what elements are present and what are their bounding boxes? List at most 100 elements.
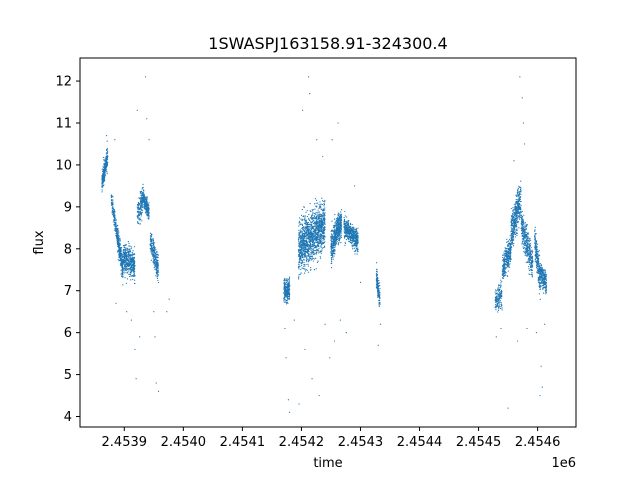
data-point [283, 298, 285, 301]
data-point [307, 246, 309, 248]
data-point [348, 234, 351, 236]
data-point [303, 235, 306, 238]
data-point [322, 213, 324, 215]
data-point [355, 233, 357, 235]
data-point [376, 274, 379, 276]
data-point [285, 295, 287, 298]
data-point [106, 171, 108, 173]
data-point [352, 232, 354, 234]
data-point [304, 240, 306, 243]
data-point [140, 200, 142, 202]
data-point [120, 269, 122, 271]
data-point [356, 249, 358, 251]
data-point [123, 263, 125, 265]
data-point [130, 266, 132, 269]
data-point [499, 293, 501, 295]
data-point [356, 234, 358, 237]
data-point [321, 225, 324, 227]
data-point [301, 231, 303, 233]
data-point [339, 213, 341, 215]
data-point [152, 241, 154, 243]
data-point [307, 241, 309, 244]
data-point [305, 256, 307, 258]
data-point [319, 233, 321, 235]
data-point [353, 231, 356, 233]
data-point [315, 214, 317, 216]
data-point [119, 243, 121, 245]
data-point [140, 201, 142, 203]
data-point [496, 292, 499, 294]
data-point [337, 242, 339, 245]
data-point [107, 152, 109, 154]
data-point [320, 215, 322, 217]
data-point [104, 169, 107, 171]
data-point [156, 253, 158, 256]
data-point [154, 258, 156, 260]
data-point [119, 244, 121, 246]
data-point [498, 300, 500, 302]
data-point [300, 214, 303, 217]
data-point [340, 214, 342, 216]
data-point [338, 241, 340, 244]
data-point [319, 201, 321, 203]
data-point [310, 222, 313, 224]
data-point [123, 261, 125, 263]
data-point [321, 220, 323, 222]
data-point [139, 192, 142, 194]
data-point [144, 196, 146, 198]
data-point [334, 253, 336, 255]
data-point [318, 223, 321, 226]
data-point [315, 249, 317, 252]
data-point [313, 247, 315, 249]
data-point [114, 222, 116, 224]
data-point [153, 245, 155, 248]
data-point [118, 259, 120, 262]
data-point [350, 237, 352, 240]
data-point [340, 209, 343, 211]
data-point [307, 259, 310, 261]
data-point [313, 233, 315, 235]
data-point [307, 243, 309, 246]
data-point [309, 238, 312, 241]
data-point [321, 250, 323, 252]
data-point [141, 209, 143, 211]
data-point [110, 196, 113, 199]
data-point [126, 259, 128, 261]
data-point [340, 219, 342, 221]
data-point [317, 243, 319, 246]
data-point [507, 245, 509, 247]
data-point [153, 267, 155, 269]
data-point [340, 228, 342, 230]
data-point [348, 235, 350, 237]
data-point [300, 252, 302, 254]
data-point [106, 164, 108, 166]
data-point [300, 254, 302, 257]
data-point [496, 303, 498, 305]
data-point [154, 268, 156, 270]
data-point [344, 242, 347, 245]
data-point [137, 213, 139, 215]
data-point [378, 295, 381, 297]
data-point [121, 260, 123, 262]
data-point [354, 236, 356, 238]
data-point [330, 230, 333, 232]
data-point [494, 293, 497, 295]
data-point [351, 223, 353, 226]
data-point [507, 243, 510, 245]
data-point [145, 204, 147, 206]
data-point [309, 255, 312, 257]
data-point [337, 213, 339, 215]
data-point [151, 252, 153, 254]
data-point [352, 226, 354, 228]
data-point [300, 268, 302, 271]
data-point [102, 168, 104, 170]
data-point [318, 203, 320, 206]
data-point [156, 273, 158, 275]
data-point [322, 237, 325, 239]
data-point [139, 190, 142, 193]
data-point [312, 222, 314, 225]
data-point [128, 270, 130, 272]
data-point [309, 248, 311, 250]
data-point [298, 273, 300, 276]
data-point [330, 247, 332, 249]
